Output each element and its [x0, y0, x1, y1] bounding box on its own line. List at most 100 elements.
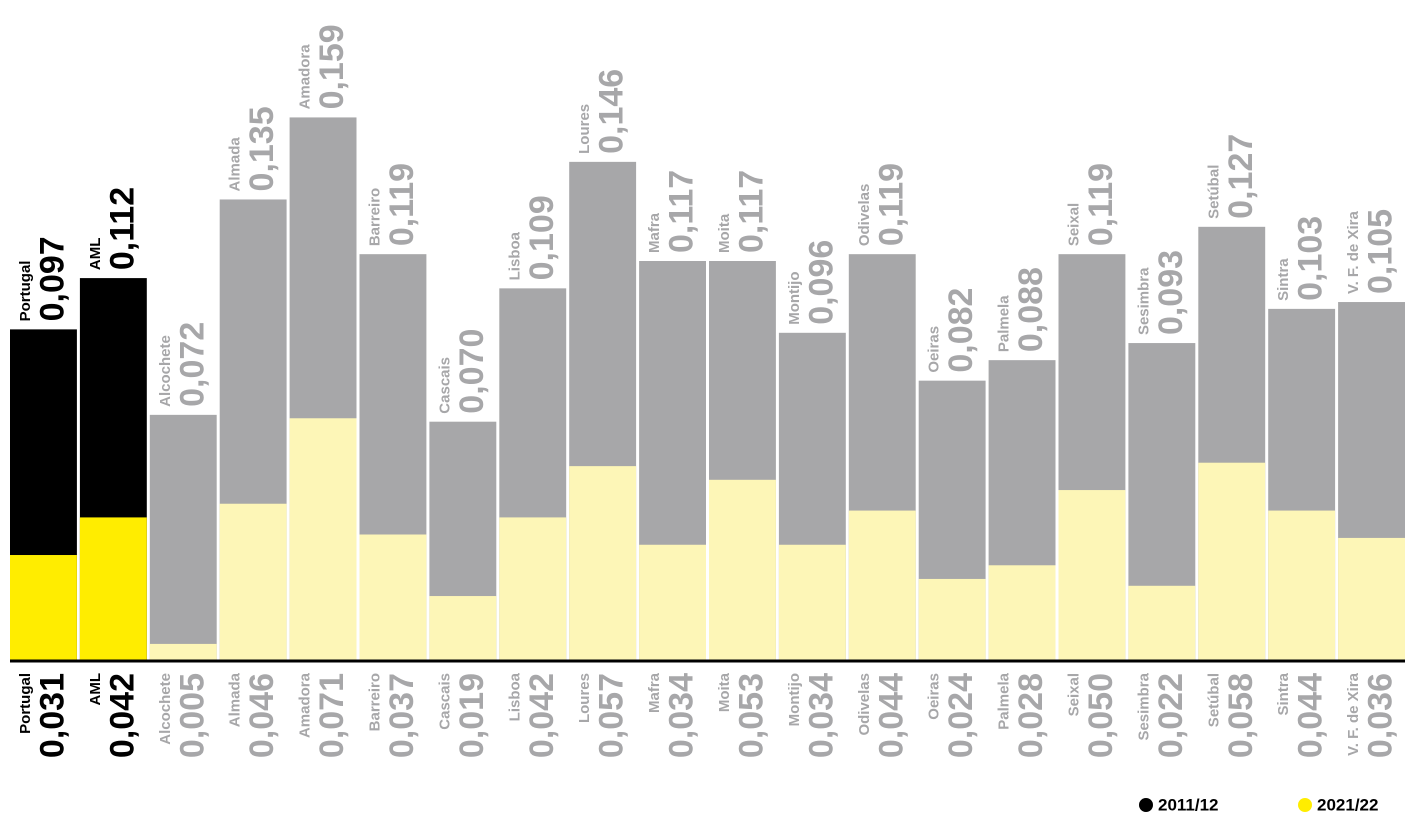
category-label: Sesimbra [1135, 267, 1152, 335]
bar [1058, 490, 1126, 661]
category-label: Alcochete [157, 673, 174, 745]
value-label: 0,072 [173, 322, 211, 407]
category-label: Sesimbra [1135, 672, 1152, 740]
value-label: 0,057 [593, 673, 631, 758]
value-label: 0,112 [103, 187, 141, 270]
value-label: 0,071 [313, 673, 351, 758]
category-label: Sintra [1275, 672, 1292, 715]
category-label: AML [87, 673, 104, 706]
category-label: Montijo [786, 673, 803, 726]
category-label: Palmela [996, 672, 1013, 729]
value-label: 0,042 [103, 673, 141, 758]
value-label: 0,146 [593, 69, 631, 154]
category-label: V. F. de Xira [1345, 672, 1362, 755]
bar [79, 517, 147, 661]
value-label: 0,093 [1152, 250, 1190, 335]
value-label: 0,050 [1082, 673, 1120, 758]
category-label: Alcochete [157, 335, 174, 407]
bar [289, 418, 357, 661]
category-label: Seixal [1065, 673, 1082, 716]
value-label: 0,024 [942, 673, 980, 758]
value-label: 0,022 [1152, 673, 1190, 758]
value-label: 0,119 [1082, 163, 1120, 246]
bar [1128, 585, 1196, 661]
category-label: Oeiras [926, 326, 943, 373]
value-label: 0,119 [383, 163, 421, 246]
category-label: Lisboa [506, 672, 523, 721]
value-label: 0,159 [313, 24, 351, 109]
legend-label: 2011/12 [1158, 796, 1219, 815]
value-label: 0,082 [942, 288, 980, 373]
bar [569, 466, 637, 661]
value-label: 0,044 [872, 673, 910, 758]
category-label: Odivelas [856, 184, 873, 247]
category-label: Montijo [786, 271, 803, 324]
category-label: Seixal [1065, 203, 1082, 246]
category-label: Almada [227, 672, 244, 727]
value-label: 0,053 [732, 673, 770, 758]
category-label: Mafra [646, 672, 663, 713]
value-label: 0,042 [523, 673, 561, 758]
category-label: Palmela [996, 295, 1013, 352]
value-label: 0,117 [732, 170, 770, 253]
value-label: 0,105 [1362, 209, 1400, 294]
category-label: Oeiras [926, 673, 943, 720]
value-label: 0,036 [1362, 673, 1400, 758]
category-label: Portugal [17, 673, 34, 734]
value-label: 0,046 [243, 673, 281, 758]
value-label: 0,037 [383, 673, 421, 758]
legend-swatch [1139, 798, 1153, 812]
value-label: 0,044 [1292, 673, 1330, 758]
value-label: 0,028 [1012, 673, 1050, 758]
value-label: 0,127 [1222, 134, 1260, 219]
category-label: Moita [716, 672, 733, 712]
value-label: 0,097 [33, 236, 71, 321]
value-label: 0,109 [523, 195, 561, 280]
category-label: Almada [227, 137, 244, 192]
category-label: Cascais [436, 673, 453, 730]
bar [359, 534, 427, 661]
value-label: 0,031 [33, 673, 71, 758]
value-label: 0,034 [663, 673, 701, 758]
value-label: 0,088 [1012, 267, 1050, 352]
value-label: 0,019 [453, 673, 491, 758]
value-label: 0,096 [802, 240, 840, 325]
value-label: 0,117 [663, 170, 701, 253]
value-label: 0,070 [453, 329, 491, 414]
value-label: 0,103 [1292, 216, 1330, 301]
bar [429, 596, 497, 661]
bar [848, 510, 916, 661]
legend-swatch [1298, 798, 1312, 812]
bar [1338, 537, 1405, 661]
category-label: V. F. de Xira [1345, 211, 1362, 294]
bar [709, 479, 776, 661]
category-label: Lisboa [506, 231, 523, 280]
bar [1268, 510, 1336, 661]
category-label: Setúbal [1205, 165, 1222, 219]
bar [1198, 462, 1266, 661]
category-label: Portugal [17, 261, 34, 322]
category-label: Cascais [436, 357, 453, 414]
category-label: Setúbal [1205, 673, 1222, 727]
bar [10, 555, 77, 661]
bar [639, 544, 706, 661]
category-label: Loures [576, 104, 593, 154]
legend-label: 2021/22 [1317, 796, 1378, 815]
bar [988, 565, 1056, 661]
value-label: 0,119 [872, 163, 910, 246]
value-label: 0,005 [173, 673, 211, 758]
category-label: Loures [576, 673, 593, 723]
category-label: Moita [716, 213, 733, 253]
bar [149, 414, 217, 661]
value-label: 0,135 [243, 106, 281, 191]
category-label: Barreiro [366, 188, 383, 246]
category-label: AML [87, 238, 104, 271]
category-label: Mafra [646, 212, 663, 253]
bar [778, 544, 846, 661]
value-label: 0,034 [802, 673, 840, 758]
bar [149, 643, 217, 661]
category-label: Sintra [1275, 258, 1292, 301]
category-label: Barreiro [366, 673, 383, 731]
category-label: Odivelas [856, 673, 873, 736]
